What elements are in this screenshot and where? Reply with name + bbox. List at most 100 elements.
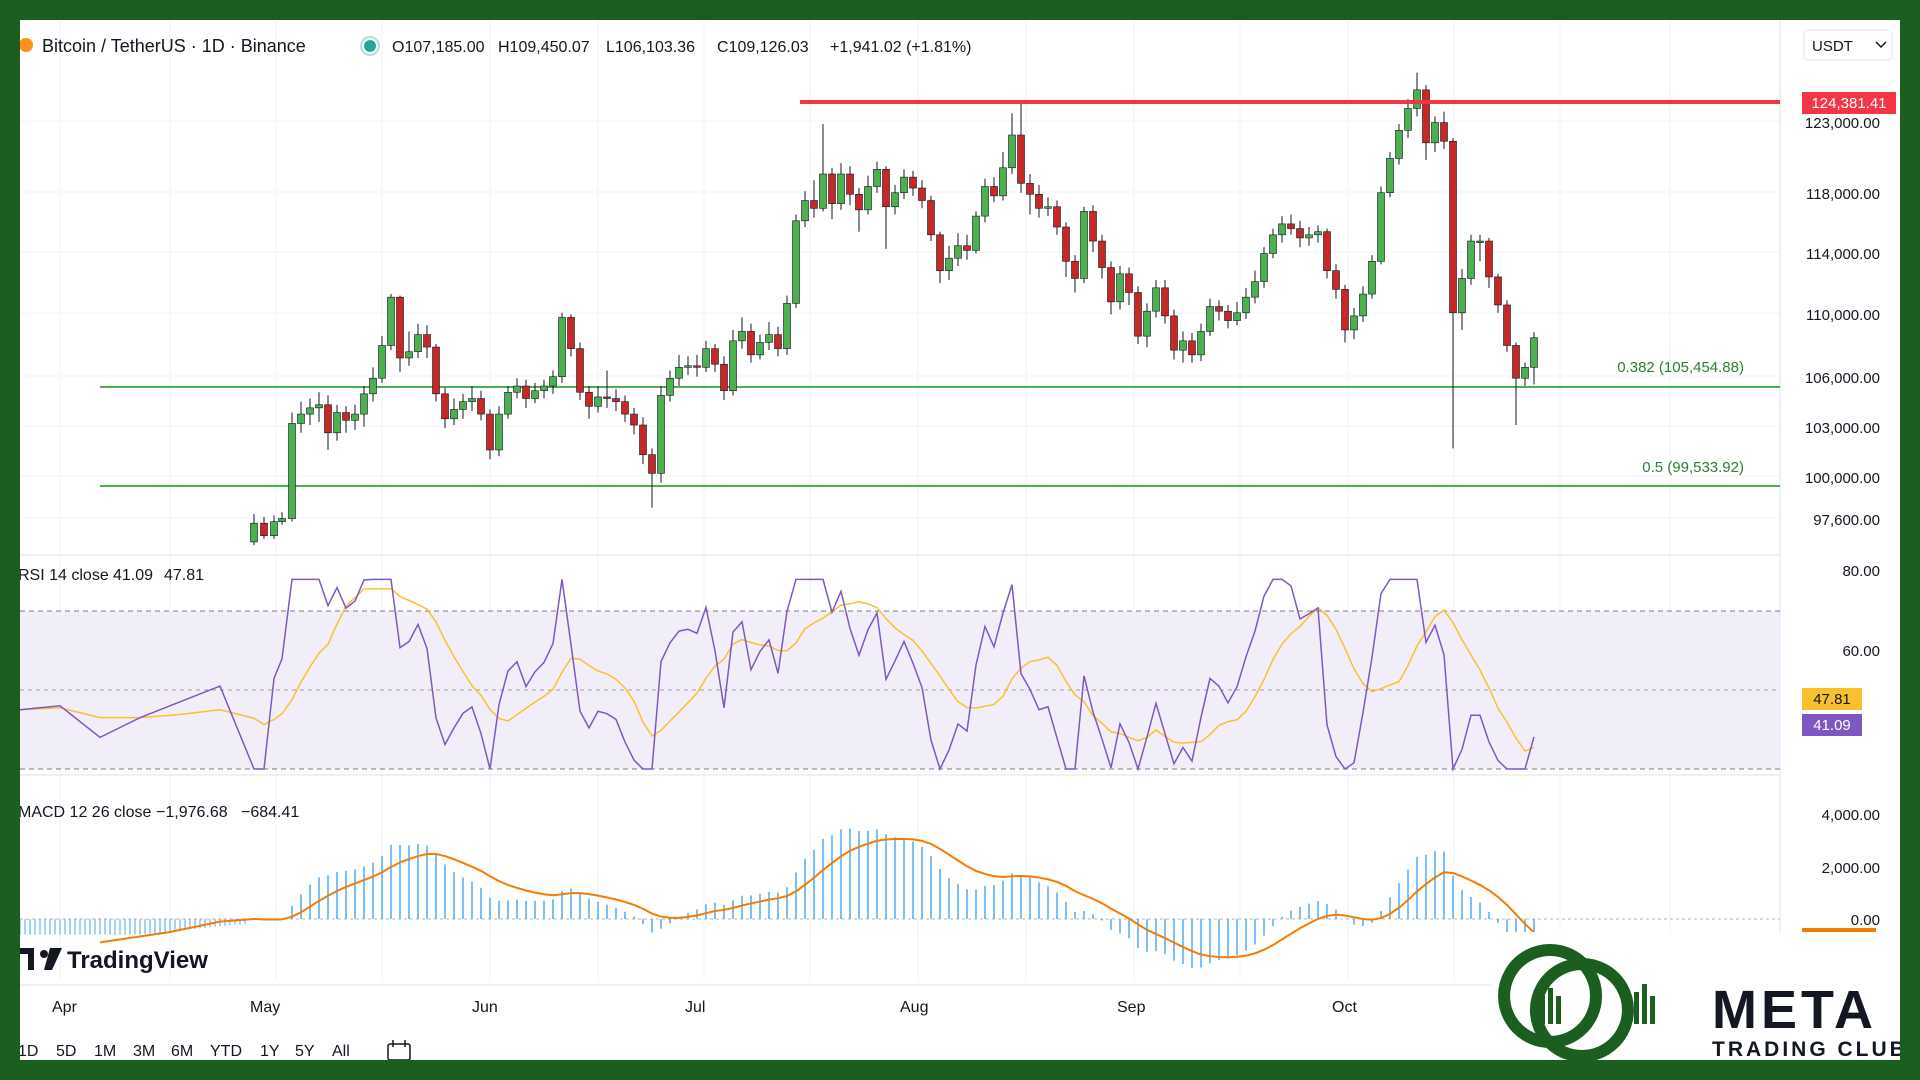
calendar-icon[interactable] xyxy=(387,1043,411,1060)
candle-body xyxy=(1044,206,1052,209)
rsi-ma-tag-label: 47.81 xyxy=(1813,691,1851,708)
range-1y-button[interactable]: 1Y xyxy=(260,1043,280,1060)
ohlc-close: C109,126.03 xyxy=(717,39,809,56)
candle-body xyxy=(1035,193,1043,209)
range-selector[interactable]: 1D 5D 1M 3M 6M YTD 1Y 5Y All xyxy=(20,1040,411,1060)
currency-selector[interactable]: USDT xyxy=(1803,29,1893,61)
candle xyxy=(260,517,268,539)
range-5d-button[interactable]: 5D xyxy=(56,1043,76,1060)
candle xyxy=(1368,255,1376,299)
rsi-title[interactable]: RSI 14 close xyxy=(20,567,109,584)
range-ytd-button[interactable]: YTD xyxy=(210,1043,242,1060)
price-tick: 103,000.00 xyxy=(1805,420,1880,437)
candle xyxy=(1179,331,1187,363)
range-1m-button[interactable]: 1M xyxy=(94,1043,116,1060)
candle-body xyxy=(1071,261,1079,279)
candle-body xyxy=(1404,108,1412,131)
tradingview-wordmark: TradingView xyxy=(67,947,208,974)
candle-body xyxy=(1494,276,1502,306)
candle xyxy=(1530,332,1538,385)
fib-05-label: 0.5 (99,533.92) xyxy=(1642,459,1744,476)
candle-body xyxy=(1080,211,1088,279)
candle-body xyxy=(450,409,458,420)
brand-name: META xyxy=(1712,980,1877,1040)
price-chart[interactable]: 0.382 (105,454.88) 0.5 (99,533.92) Bitco… xyxy=(20,20,1900,1060)
candle-body xyxy=(1008,134,1016,169)
rsi-tick: 60.00 xyxy=(1842,643,1880,660)
candle-body xyxy=(837,173,845,204)
brand-ring-second-icon xyxy=(1529,958,1634,1060)
candle-body xyxy=(900,176,908,194)
candle-body xyxy=(477,398,485,415)
month-label: Jul xyxy=(685,999,705,1016)
month-label: Sep xyxy=(1117,999,1146,1016)
candle-body xyxy=(585,391,593,407)
currency-selector-box[interactable] xyxy=(1803,29,1893,61)
candle xyxy=(873,161,881,193)
brand-bar xyxy=(1650,996,1655,1024)
candle-body xyxy=(918,187,926,201)
candle xyxy=(1404,99,1412,139)
candle-body xyxy=(954,245,962,259)
candle xyxy=(1188,333,1196,363)
range-6m-button[interactable]: 6M xyxy=(171,1043,193,1060)
candle-body xyxy=(621,401,629,415)
candle xyxy=(1062,222,1070,277)
candle-body xyxy=(278,518,286,522)
candle xyxy=(1395,124,1403,165)
candle xyxy=(972,211,980,254)
candle xyxy=(729,329,737,396)
candle-body xyxy=(720,363,728,392)
candle-body xyxy=(504,391,512,415)
candle xyxy=(765,322,773,351)
candle-body xyxy=(1215,306,1223,312)
candle-body xyxy=(1323,231,1331,271)
candle xyxy=(540,379,548,399)
candle xyxy=(414,323,422,358)
price-axis[interactable]: 123,000.00 118,000.00 114,000.00 110,000… xyxy=(1805,115,1880,529)
candle xyxy=(1053,200,1061,235)
candle xyxy=(1386,152,1394,198)
brand-bar xyxy=(1548,988,1553,1024)
candle-body xyxy=(711,348,719,365)
candle xyxy=(1449,138,1457,449)
tradingview-mark-icon xyxy=(20,948,34,970)
candle xyxy=(387,294,395,351)
price-tick: 114,000.00 xyxy=(1806,246,1880,263)
candle-body xyxy=(1395,130,1403,159)
candle xyxy=(1107,261,1115,315)
range-5y-button[interactable]: 5Y xyxy=(295,1043,315,1060)
symbol-title[interactable]: Bitcoin / TetherUS · 1D · Binance xyxy=(42,36,306,56)
candle-body xyxy=(729,340,737,392)
candle xyxy=(1170,309,1178,360)
rsi-ma-tag xyxy=(1802,688,1862,710)
candle xyxy=(441,387,449,429)
candle xyxy=(297,401,305,433)
candle-body xyxy=(315,404,323,409)
candle-body xyxy=(612,398,620,402)
candle xyxy=(405,331,413,366)
candle xyxy=(1332,264,1340,299)
candle xyxy=(1035,184,1043,218)
candle-body xyxy=(1512,345,1520,379)
candle-body xyxy=(702,348,710,368)
candle-body xyxy=(387,296,395,346)
candle-body xyxy=(1053,206,1061,228)
candle-body xyxy=(414,334,422,353)
candle-body xyxy=(1413,89,1421,109)
candle-body xyxy=(1368,261,1376,295)
range-3m-button[interactable]: 3M xyxy=(133,1043,155,1060)
candle-body xyxy=(1440,122,1448,142)
candle xyxy=(1215,300,1223,321)
macd-title[interactable]: MACD 12 26 close xyxy=(20,804,151,821)
time-axis[interactable]: Apr May Jun Jul Aug Sep Oct xyxy=(52,999,1357,1016)
date-range-icon[interactable] xyxy=(387,1040,411,1060)
candle-body xyxy=(1134,292,1142,337)
range-all-button[interactable]: All xyxy=(332,1043,350,1060)
candle xyxy=(1044,197,1052,217)
tradingview-slash-icon xyxy=(44,948,62,970)
candle xyxy=(756,334,764,360)
range-1d-button[interactable]: 1D xyxy=(20,1043,38,1060)
candle xyxy=(450,398,458,426)
candle xyxy=(999,152,1007,201)
